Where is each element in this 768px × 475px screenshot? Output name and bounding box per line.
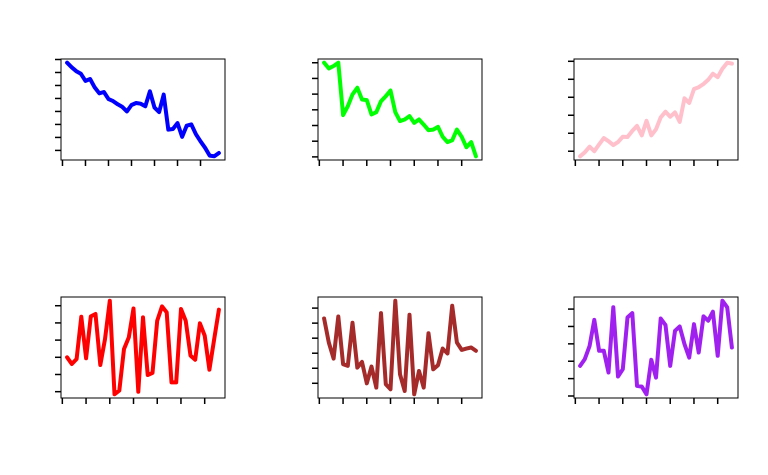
series-line <box>322 298 478 397</box>
plot-frame <box>60 58 226 161</box>
series-line <box>65 298 221 397</box>
panel-4 <box>55 296 226 404</box>
series-line <box>65 60 221 159</box>
series-line <box>578 60 734 159</box>
panel-2 <box>312 58 483 166</box>
panel-3 <box>568 58 739 166</box>
series-line <box>322 60 478 159</box>
panel-1 <box>55 58 226 166</box>
panel-5 <box>312 296 483 404</box>
series-line <box>578 298 734 397</box>
panel-6 <box>568 296 739 404</box>
